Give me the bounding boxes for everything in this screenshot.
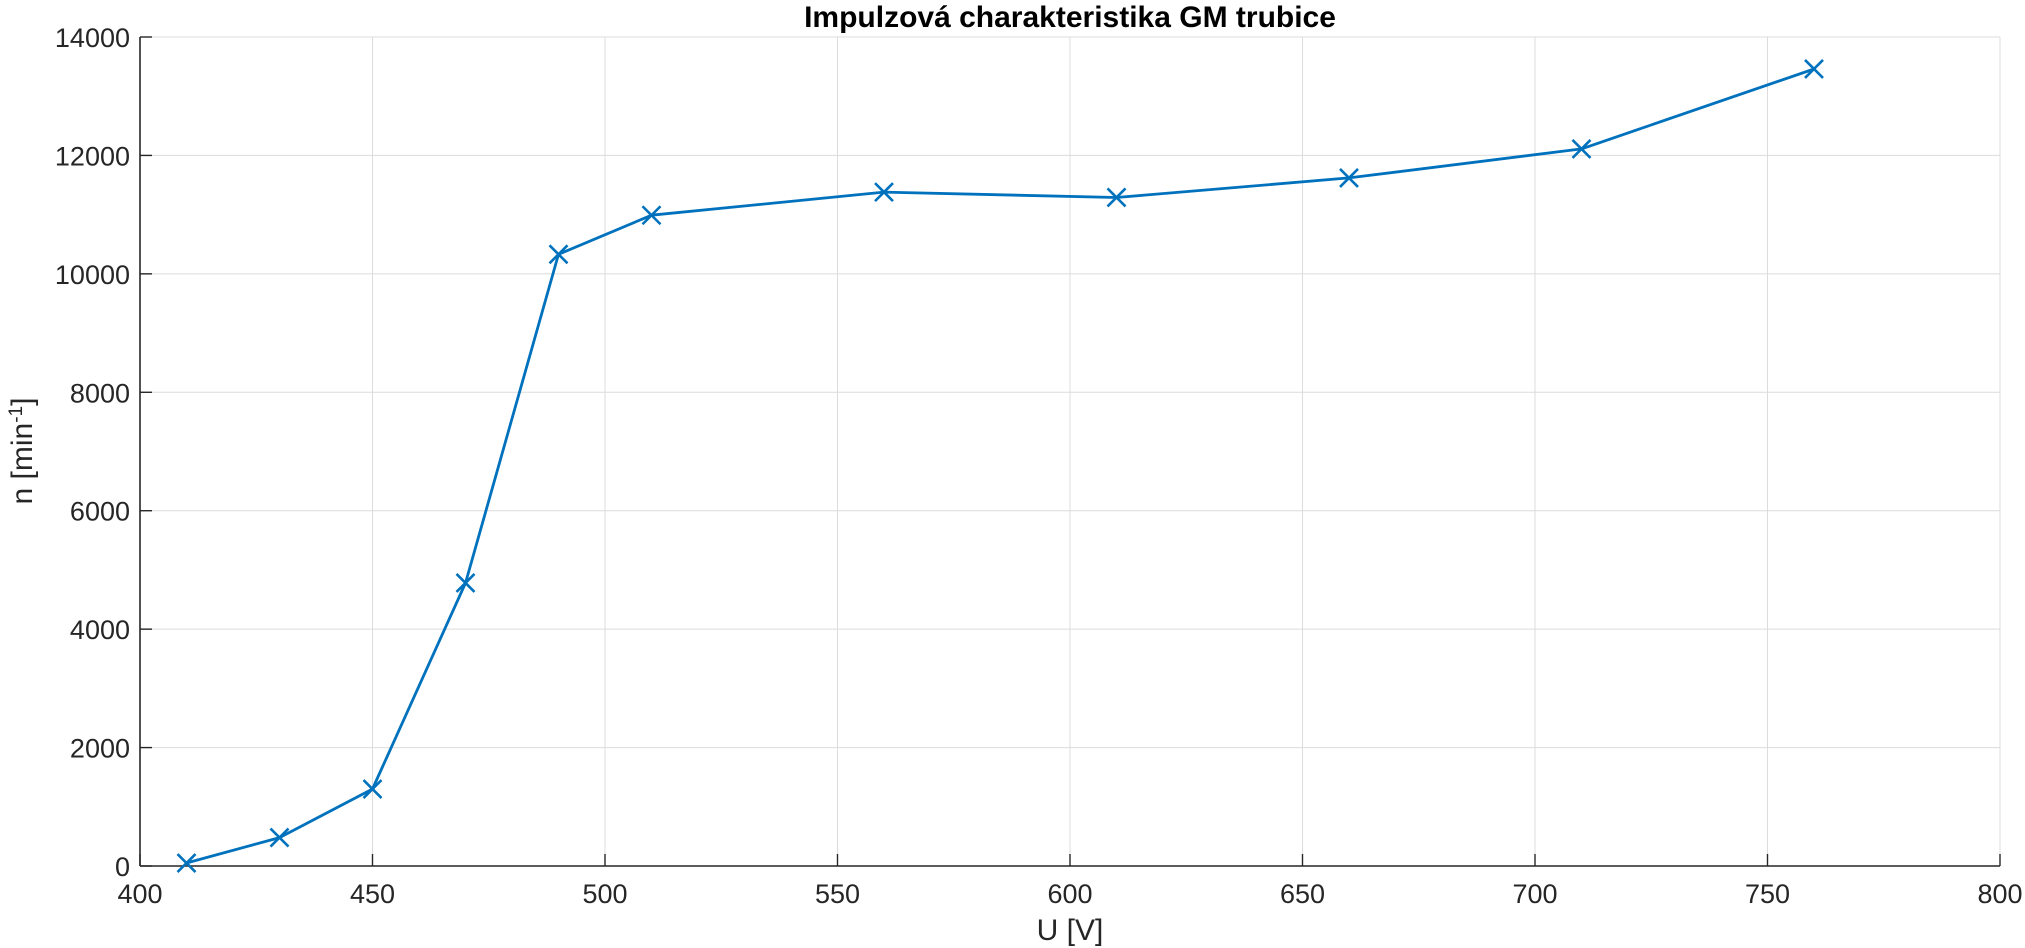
marker-stroke <box>641 205 662 226</box>
y-axis-title-superscript: -1 <box>6 406 27 423</box>
marker-stroke <box>1106 187 1127 208</box>
y-tick-label: 6000 <box>70 497 130 527</box>
marker-stroke <box>362 779 383 799</box>
data-series <box>176 59 1824 873</box>
data-point-marker <box>1804 59 1824 79</box>
data-point-marker <box>641 205 662 226</box>
y-tick-label: 8000 <box>70 378 130 408</box>
tick-labels: 400 450 500 550 600 650 700 750 8000200040006000… <box>55 23 2023 909</box>
data-point-marker <box>362 779 383 799</box>
marker-stroke <box>176 853 197 873</box>
x-tick-label: 800 <box>1977 879 2022 909</box>
data-point-marker <box>1106 187 1127 208</box>
x-tick-label: 700 <box>1512 879 1557 909</box>
x-tick-label: 750 <box>1745 879 1790 909</box>
marker-stroke <box>548 244 569 265</box>
y-tick-label: 12000 <box>55 141 130 171</box>
data-point-marker <box>874 182 894 203</box>
data-point-marker <box>1339 168 1359 188</box>
x-tick-label: 600 <box>1047 879 1092 909</box>
x-tick-label: 650 <box>1280 879 1325 909</box>
y-tick-label: 10000 <box>55 260 130 290</box>
y-tick-label: 2000 <box>70 734 130 764</box>
marker-stroke <box>455 573 476 593</box>
data-point-marker <box>548 244 569 265</box>
x-axis-title: U [V] <box>1037 914 1104 947</box>
chart-title: Impulzová charakteristika GM trubice <box>804 1 1336 34</box>
marker-stroke <box>1804 59 1824 79</box>
data-point-marker <box>269 827 290 848</box>
marker-stroke <box>1571 138 1592 159</box>
grid <box>139 36 2001 867</box>
marker-stroke <box>269 827 290 848</box>
y-axis-title-end: ] <box>6 398 39 406</box>
x-tick-label: 500 <box>582 879 627 909</box>
data-point-marker <box>1571 138 1592 159</box>
marker-stroke <box>1339 168 1359 188</box>
data-point-marker <box>455 573 476 593</box>
x-tick-label: 450 <box>350 879 395 909</box>
y-tick-label: 0 <box>115 852 130 882</box>
x-tick-label: 550 <box>815 879 860 909</box>
y-tick-label: 4000 <box>70 615 130 645</box>
series-line <box>186 67 1815 865</box>
y-tick-label: 14000 <box>55 23 130 53</box>
x-tick-label: 400 <box>117 879 162 909</box>
y-axis-title: n [min-1] <box>6 398 40 505</box>
data-point-marker <box>176 853 197 873</box>
marker-stroke <box>874 182 894 203</box>
y-axis-title-main: n [min <box>6 423 39 505</box>
axes <box>139 36 2001 867</box>
